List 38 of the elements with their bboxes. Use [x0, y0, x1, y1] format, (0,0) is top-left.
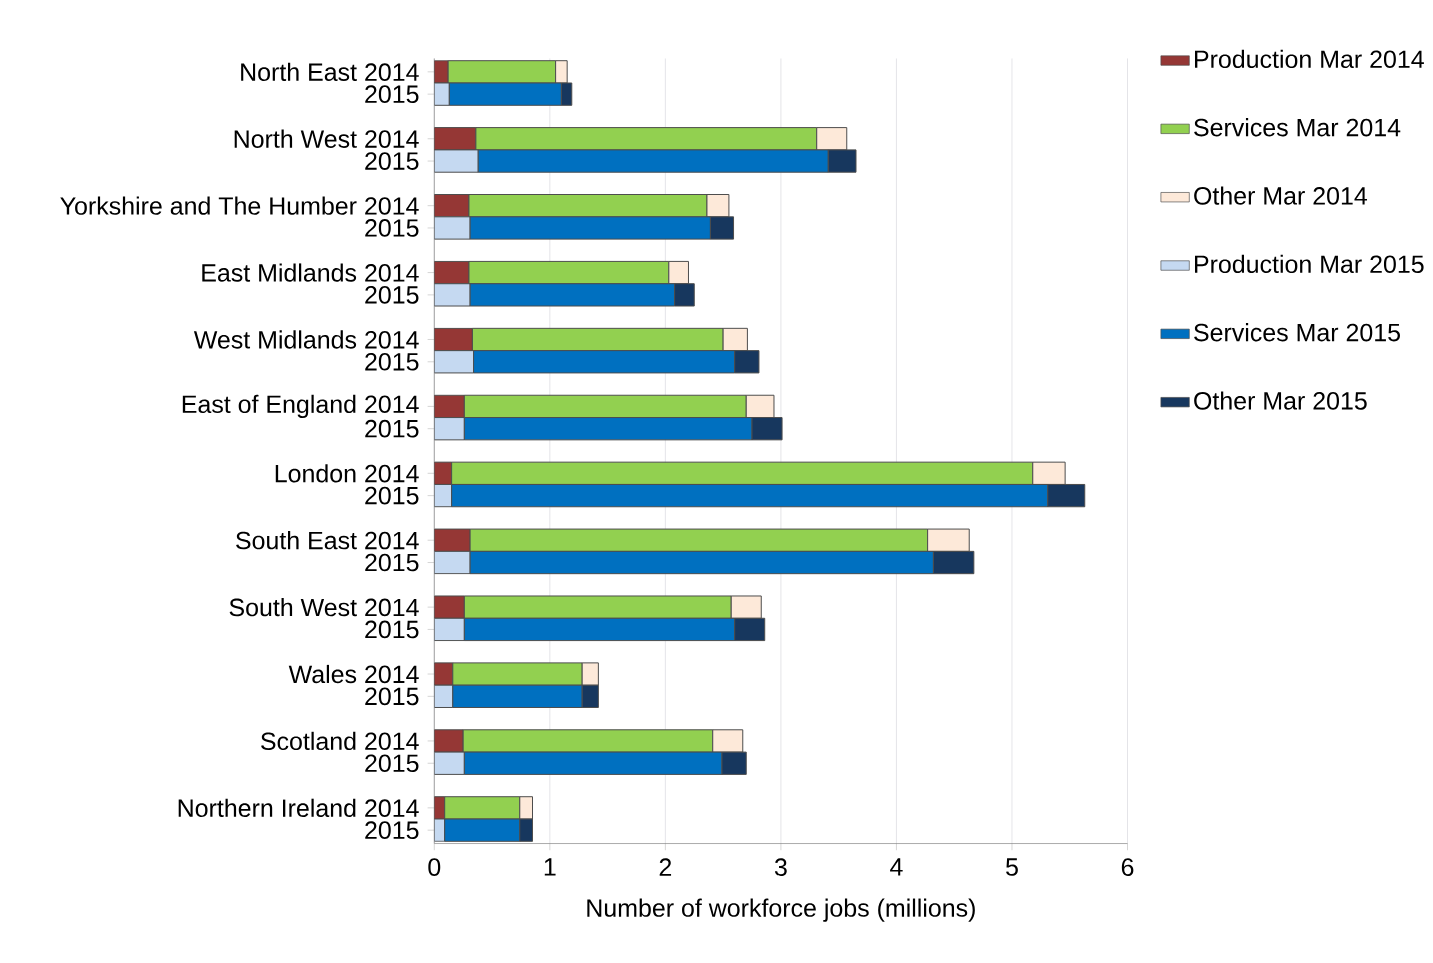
- y-tick-label: 2015: [365, 687, 419, 706]
- legend-label: Services Mar 2015: [1194, 323, 1400, 342]
- y-tick-label: Yorkshire and The Humber 2014: [60, 196, 419, 215]
- y-tick-label: South East 2014: [236, 531, 419, 550]
- y-tick-label: Wales 2014: [288, 664, 419, 684]
- x-tick-label: 6: [1121, 858, 1134, 877]
- y-tick-label: South West 2014: [229, 597, 419, 617]
- x-tick-label: 0: [428, 858, 441, 877]
- y-tick-label: 2015: [365, 821, 419, 840]
- legend-label: Production Mar 2015: [1195, 254, 1424, 274]
- y-tick-label: 2015: [365, 286, 419, 304]
- y-tick-label: 2015: [365, 152, 419, 170]
- legend-label: Other Mar 2014: [1194, 186, 1368, 205]
- y-tick-label: Northern Ireland 2014: [178, 798, 419, 818]
- y-tick-label: North West 2014: [234, 129, 419, 148]
- y-tick-label: 2015: [365, 620, 419, 639]
- legend-label: Services Mar 2014: [1194, 118, 1401, 137]
- y-tick-label: 2015: [365, 352, 419, 371]
- y-tick-label: 2015: [365, 754, 419, 773]
- y-tick-label: East of England 2014: [182, 394, 419, 419]
- legend-label: Other Mar 2015: [1194, 391, 1367, 410]
- x-tick-label: 4: [890, 858, 903, 876]
- x-tick-label: 5: [1006, 858, 1018, 876]
- y-tick-label: 2015: [365, 219, 419, 237]
- y-tick-label: London 2014: [275, 464, 419, 483]
- y-tick-label: 2015: [365, 85, 419, 103]
- legend-label: Production Mar 2014: [1195, 49, 1424, 69]
- x-tick-label: 2: [659, 858, 672, 876]
- y-tick-label: 2015: [365, 553, 419, 572]
- y-tick-label: West Midlands 2014: [193, 330, 419, 349]
- x-tick-label: 3: [774, 858, 787, 877]
- x-tick-label: 1: [544, 858, 556, 876]
- y-tick-label: East Midlands 2014: [202, 263, 419, 282]
- y-tick-label: 2015: [365, 419, 419, 438]
- y-tick-label: North East 2014: [241, 62, 419, 82]
- y-tick-label: 2015: [365, 486, 419, 505]
- x-axis-title: Number of workforce jobs (millions): [587, 898, 975, 922]
- y-tick-label: Scotland 2014: [261, 731, 419, 751]
